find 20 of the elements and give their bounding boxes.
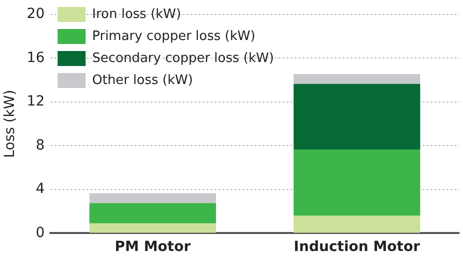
y-axis-title: Loss (kW) — [2, 90, 18, 158]
y-tick-label: 0 — [36, 224, 45, 241]
bar — [89, 223, 216, 233]
bar — [89, 193, 216, 204]
y-tick-label: 8 — [36, 137, 45, 154]
y-tick-label: 4 — [36, 181, 45, 198]
y-tick-label: 16 — [26, 50, 45, 66]
legend-label: Primary copper loss (kW) — [92, 28, 256, 44]
bar — [294, 74, 420, 84]
x-tick-label: Induction Motor — [294, 239, 420, 256]
legend-label: Other loss (kW) — [92, 72, 193, 88]
bar — [294, 84, 420, 150]
legend-label: Iron loss (kW) — [92, 6, 182, 22]
bar — [294, 216, 420, 233]
bar — [294, 150, 420, 216]
y-tick-label: 20 — [26, 6, 45, 22]
bar — [89, 203, 216, 224]
y-tick-label: 12 — [26, 94, 45, 110]
x-tick-label: PM Motor — [114, 239, 191, 256]
legend-label: Secondary copper loss (kW) — [92, 50, 274, 66]
